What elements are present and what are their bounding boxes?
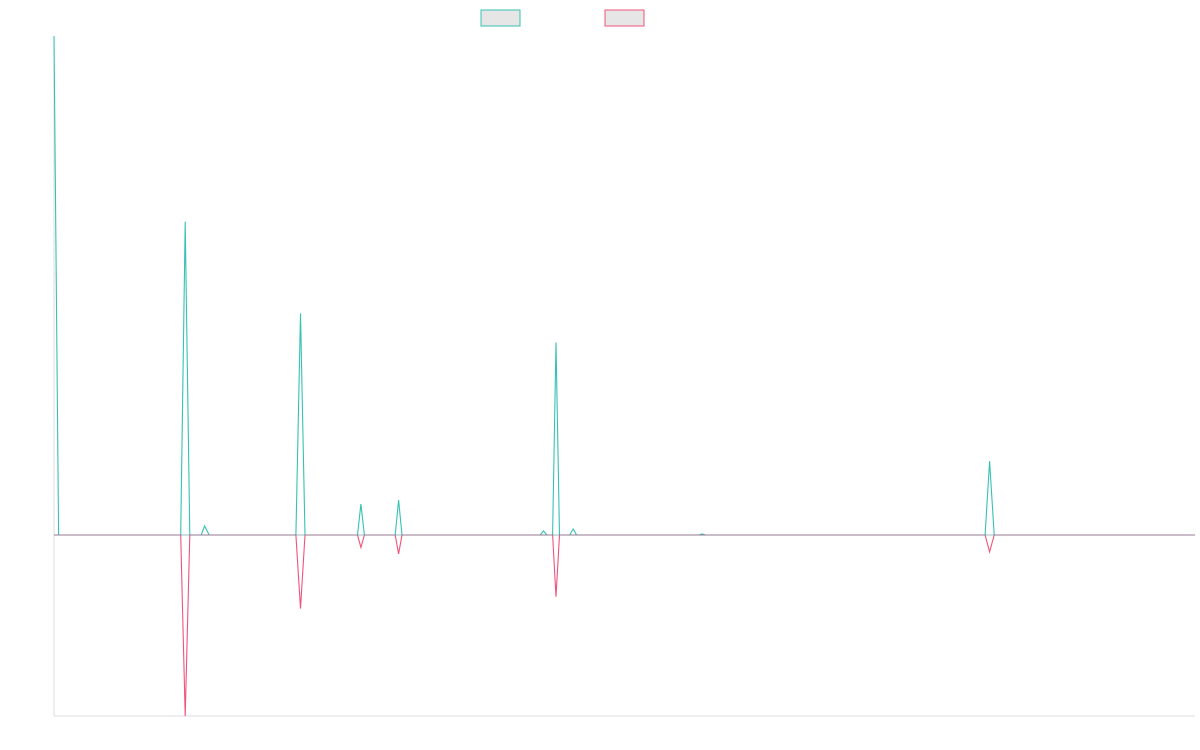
legend <box>480 9 645 27</box>
legend-swatch-2 <box>604 9 645 27</box>
axes <box>53 36 1195 717</box>
series-1-line <box>53 35 1195 536</box>
legend-swatch-1 <box>480 9 521 27</box>
series-group <box>53 35 1195 717</box>
series-2-line <box>54 534 1195 717</box>
